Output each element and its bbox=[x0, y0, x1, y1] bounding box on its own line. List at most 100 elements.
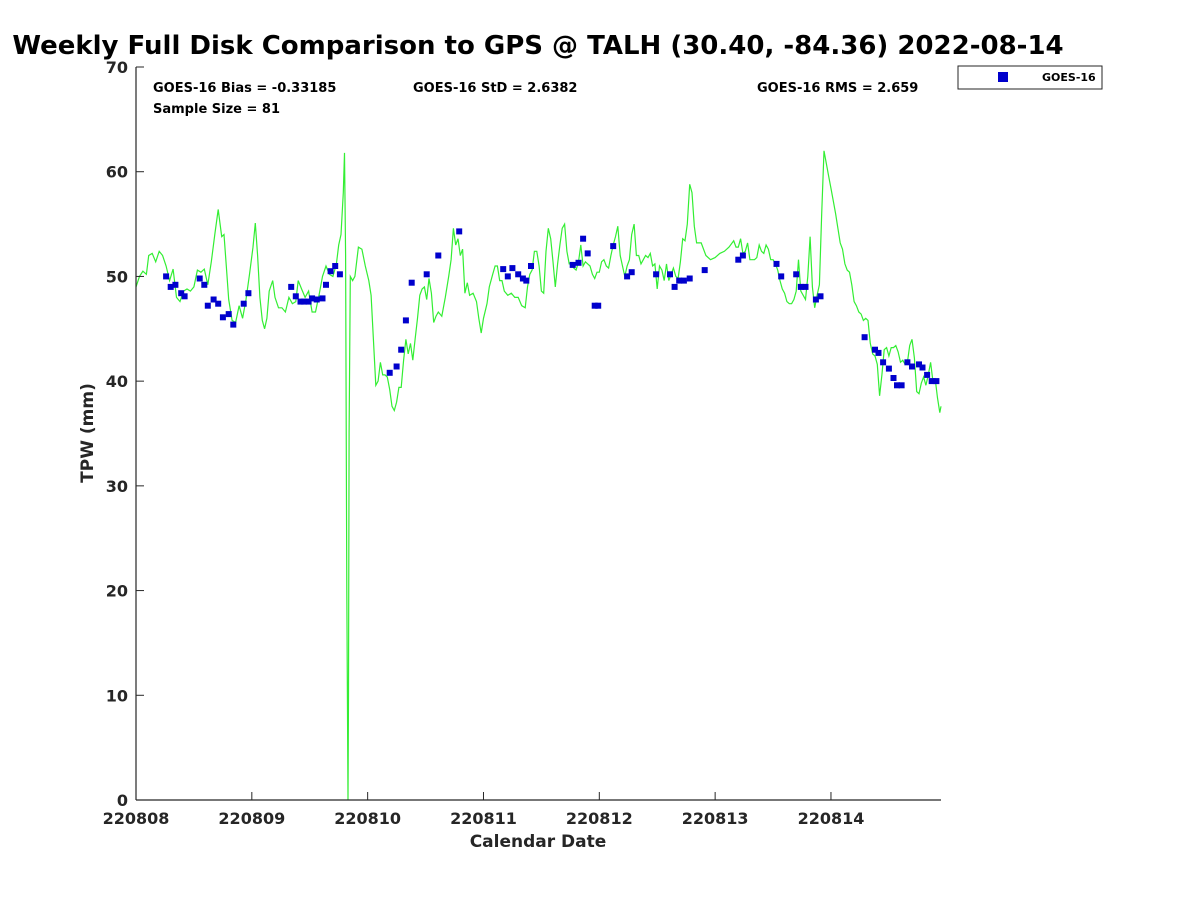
goes-data-point bbox=[523, 277, 530, 284]
goes-data-point bbox=[793, 271, 800, 278]
goes-data-point bbox=[735, 256, 742, 263]
legend: GOES-16 bbox=[957, 65, 1103, 90]
goes-data-point bbox=[172, 281, 179, 288]
goes-data-point bbox=[898, 382, 905, 389]
goes-data-point bbox=[890, 375, 897, 381]
legend-box bbox=[957, 65, 1103, 90]
y-tick-label: 10 bbox=[106, 686, 128, 705]
goes-data-point bbox=[885, 365, 892, 372]
goes-data-point bbox=[288, 283, 295, 290]
plot-area bbox=[136, 67, 941, 800]
x-axis-label: Calendar Date bbox=[470, 832, 607, 852]
goes-data-point bbox=[336, 271, 343, 278]
goes-data-point bbox=[680, 277, 687, 284]
goes-data-point bbox=[504, 273, 511, 280]
x-tick-label: 220811 bbox=[450, 809, 517, 828]
goes-data-point bbox=[225, 311, 232, 318]
goes-data-point bbox=[528, 263, 534, 269]
goes-data-point bbox=[916, 361, 922, 368]
goes-data-point bbox=[313, 296, 320, 303]
goes-data-point bbox=[817, 293, 824, 300]
goes-data-point bbox=[435, 252, 442, 259]
x-tick-label: 220813 bbox=[682, 809, 749, 828]
goes-data-point bbox=[686, 275, 693, 282]
goes-data-point bbox=[210, 296, 217, 303]
goes-data-point bbox=[398, 346, 405, 353]
goes-data-point bbox=[676, 277, 683, 284]
goes-data-point bbox=[575, 259, 582, 266]
goes-data-point bbox=[515, 271, 522, 278]
goes-data-point bbox=[163, 273, 170, 280]
goes-data-point bbox=[219, 314, 226, 321]
goes-data-point bbox=[624, 273, 631, 280]
goes-data-point bbox=[928, 378, 935, 385]
goes-data-point bbox=[240, 300, 247, 307]
goes-data-point bbox=[671, 283, 678, 290]
goes-data-point bbox=[653, 271, 660, 278]
goes-data-point bbox=[595, 302, 602, 309]
y-ticks: 0 10 20 30 40 50 60 70 bbox=[106, 58, 144, 810]
goes-data-point bbox=[319, 295, 326, 302]
goes-data-point bbox=[739, 252, 746, 259]
goes-data-point bbox=[500, 266, 507, 273]
goes-data-point bbox=[300, 298, 307, 305]
goes-data-point bbox=[196, 275, 203, 282]
goes-data-point bbox=[456, 228, 463, 235]
goes-data-point bbox=[701, 267, 708, 274]
goes-data-point bbox=[812, 296, 819, 303]
sample-size-annotation: Sample Size = 81 bbox=[153, 102, 280, 117]
goes-data-point bbox=[628, 269, 635, 276]
gps-line-layer bbox=[135, 150, 942, 801]
goes-data-point bbox=[802, 283, 809, 290]
goes-data-point bbox=[569, 261, 576, 268]
goes-data-point bbox=[909, 363, 915, 370]
y-tick-label: 40 bbox=[106, 372, 128, 391]
y-tick-label: 70 bbox=[106, 58, 128, 77]
goes-data-point bbox=[201, 281, 208, 288]
goes-data-point bbox=[305, 298, 312, 305]
y-tick-label: 0 bbox=[117, 791, 128, 810]
x-ticks: 220808 220809 220810 220811 220812 220813 2208… bbox=[103, 792, 865, 828]
goes-data-point bbox=[423, 271, 430, 278]
goes-data-point bbox=[610, 243, 617, 250]
goes-data-point bbox=[167, 283, 174, 290]
goes-data-point bbox=[386, 369, 393, 376]
goes-data-point bbox=[181, 293, 188, 300]
goes-data-point bbox=[230, 321, 237, 328]
std-annotation: GOES-16 StD = 2.6382 bbox=[413, 81, 577, 96]
x-tick-label: 220809 bbox=[218, 809, 285, 828]
goes-data-point bbox=[292, 293, 299, 300]
goes-data-point bbox=[880, 359, 887, 366]
goes-data-point bbox=[178, 290, 185, 297]
y-tick-label: 30 bbox=[106, 477, 128, 496]
x-tick-label: 220810 bbox=[334, 809, 401, 828]
goes-data-point bbox=[924, 371, 931, 378]
goes-data-point bbox=[297, 298, 304, 305]
goes-data-point bbox=[584, 250, 591, 257]
goes-data-point bbox=[591, 302, 598, 309]
goes-data-point bbox=[667, 271, 673, 278]
x-tick-label: 220814 bbox=[798, 809, 865, 828]
goes-data-point bbox=[933, 378, 940, 385]
goes-data-point bbox=[904, 359, 911, 366]
goes-data-point bbox=[872, 346, 878, 353]
goes-data-point bbox=[509, 265, 516, 272]
y-tick-label: 60 bbox=[106, 163, 128, 182]
goes-data-point bbox=[245, 290, 252, 297]
goes-data-point bbox=[408, 279, 415, 286]
goes-data-point bbox=[580, 235, 587, 242]
goes-data-point bbox=[309, 295, 316, 302]
goes-data-point bbox=[773, 260, 780, 267]
goes-data-point bbox=[919, 364, 926, 371]
goes-data-point bbox=[894, 382, 900, 389]
y-tick-label: 20 bbox=[106, 582, 128, 601]
legend-label: GOES-16 bbox=[1042, 71, 1096, 84]
goes-data-point bbox=[861, 334, 868, 341]
goes-data-point bbox=[323, 281, 329, 288]
legend-marker bbox=[998, 72, 1008, 82]
goes-data-point bbox=[204, 302, 211, 309]
goes-data-point bbox=[797, 283, 804, 290]
goes-data-point bbox=[332, 263, 339, 269]
y-tick-label: 50 bbox=[106, 267, 128, 286]
x-tick-label: 220812 bbox=[566, 809, 633, 828]
